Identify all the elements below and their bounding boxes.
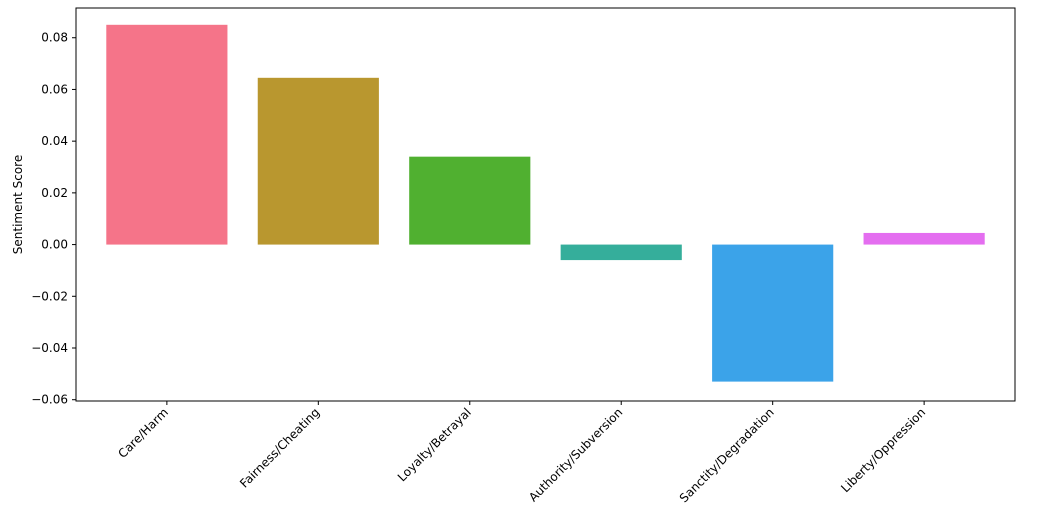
x-tick-label: Sanctity/Degradation: [677, 405, 777, 505]
x-tick-label: Authority/Subversion: [526, 405, 625, 504]
y-axis: −0.06 −0.04 −0.02 0.00 0.02 0.04 0.06 0.08: [31, 31, 76, 407]
y-tick-label: 0.08: [41, 31, 68, 45]
x-tick-label: Loyalty/Betrayal: [395, 405, 474, 484]
x-tick-label: Care/Harm: [115, 405, 171, 461]
y-axis-label: Sentiment Score: [11, 155, 25, 254]
bar-loyalty-betrayal: [409, 156, 531, 245]
y-tick-label: −0.02: [31, 289, 68, 303]
y-tick-label: −0.06: [31, 393, 68, 407]
x-tick-label: Fairness/Cheating: [237, 405, 322, 490]
bar-fairness-cheating: [257, 77, 379, 245]
y-tick-label: 0.00: [41, 238, 68, 252]
y-tick-label: 0.06: [41, 82, 68, 96]
bar-sanctity-degradation: [712, 244, 834, 382]
bars-layer: [106, 24, 985, 382]
plot-frame: [75, 7, 1016, 402]
x-tick-label: Liberty/Oppression: [838, 405, 928, 495]
y-tick-label: 0.02: [41, 186, 68, 200]
bar-authority-subversion: [560, 244, 682, 261]
y-tick-label: −0.04: [31, 341, 68, 355]
x-axis: Care/Harm Fairness/Cheating Loyalty/Betray…: [115, 401, 928, 505]
y-tick-label: 0.04: [41, 134, 68, 148]
bar-liberty-oppression: [863, 232, 985, 245]
bar-care-harm: [106, 24, 228, 245]
